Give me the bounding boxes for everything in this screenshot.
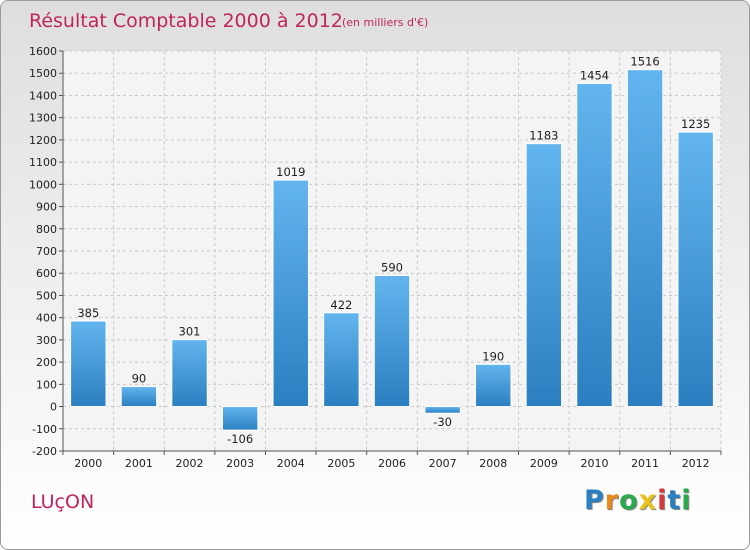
bar-2008: [475, 363, 512, 408]
data-label-2012: 1235: [681, 117, 710, 131]
y-tick-label: 1600: [29, 45, 57, 58]
y-tick-label: 800: [36, 223, 57, 236]
x-tick-label-2009: 2009: [530, 457, 558, 470]
chart-subtitle: (en milliers d'€): [342, 16, 428, 29]
x-tick-label-2008: 2008: [479, 457, 507, 470]
x-tick-label-2004: 2004: [277, 457, 305, 470]
y-tick-label: 1300: [29, 112, 57, 125]
x-tick-label-2011: 2011: [631, 457, 659, 470]
data-label-2011: 1516: [630, 55, 659, 69]
proxiti-letter: t: [667, 485, 682, 516]
bar-2001: [120, 386, 158, 408]
data-label-2000: 385: [77, 306, 99, 320]
y-tick-label: 100: [36, 378, 57, 391]
y-tick-label: 1100: [29, 156, 57, 169]
y-tick-label: 1200: [29, 134, 57, 147]
proxiti-letter: i: [681, 485, 692, 516]
x-tick-label-2006: 2006: [378, 457, 406, 470]
x-tick-label-2005: 2005: [327, 457, 355, 470]
y-tick-label: 400: [36, 312, 57, 325]
bar-2010: [576, 82, 613, 408]
chart-title: Résultat Comptable 2000 à 2012: [29, 10, 343, 32]
data-label-2005: 422: [330, 298, 352, 312]
y-tick-label: 600: [36, 267, 57, 280]
bars: [70, 69, 714, 431]
x-tick-label-2010: 2010: [580, 457, 608, 470]
proxiti-letter: r: [604, 485, 620, 516]
x-tick-label-2003: 2003: [226, 457, 254, 470]
data-label-2008: 190: [482, 349, 504, 363]
bar-2004: [272, 179, 309, 408]
x-tick-label-2002: 2002: [176, 457, 204, 470]
city-name: LUçON: [31, 491, 95, 513]
x-tick-label-2001: 2001: [125, 457, 153, 470]
y-tick-label: 1000: [29, 178, 57, 191]
data-label-2010: 1454: [580, 68, 609, 82]
x-tick-label-2007: 2007: [429, 457, 457, 470]
data-label-2006: 590: [381, 260, 403, 274]
data-label-2002: 301: [179, 325, 201, 339]
bar-2003: [221, 406, 259, 431]
bar-2011: [626, 69, 664, 408]
data-label-2001: 90: [132, 372, 147, 386]
proxiti-letter: i: [657, 485, 668, 516]
y-tick-label: 500: [36, 289, 57, 302]
proxiti-letter: o: [619, 485, 639, 516]
bar-2005: [323, 312, 360, 408]
proxiti-letter: x: [638, 485, 658, 516]
data-label-2004: 1019: [276, 165, 305, 179]
y-tick-label: -100: [32, 423, 57, 436]
y-tick-label: -200: [32, 445, 57, 458]
labels: -200 -100 0 100 200 300 400 500 600 700 800 900 1000…: [29, 45, 710, 470]
x-tick-label-2000: 2000: [74, 457, 102, 470]
bar-2002: [171, 339, 208, 408]
y-tick-label: 700: [36, 245, 57, 258]
y-tick-label: 1500: [29, 67, 57, 80]
data-label-2007: -30: [433, 415, 452, 429]
x-tick-label-2012: 2012: [682, 457, 710, 470]
bar-2009: [525, 143, 563, 408]
proxiti-logo[interactable]: Proxiti: [584, 485, 692, 516]
bar-2012: [677, 131, 714, 408]
y-tick-label: 200: [36, 356, 57, 369]
y-tick-label: 1400: [29, 89, 57, 102]
data-label-2009: 1183: [529, 129, 558, 143]
data-label-2003: -106: [227, 432, 253, 446]
y-tick-label: 900: [36, 201, 57, 214]
axes: [59, 50, 722, 455]
y-tick-label: 300: [36, 334, 57, 347]
bar-2000: [70, 320, 107, 408]
y-tick-label: 0: [50, 401, 57, 414]
proxiti-letter: P: [584, 485, 605, 516]
bar-2006: [373, 274, 411, 408]
bar-2007: [424, 406, 461, 414]
